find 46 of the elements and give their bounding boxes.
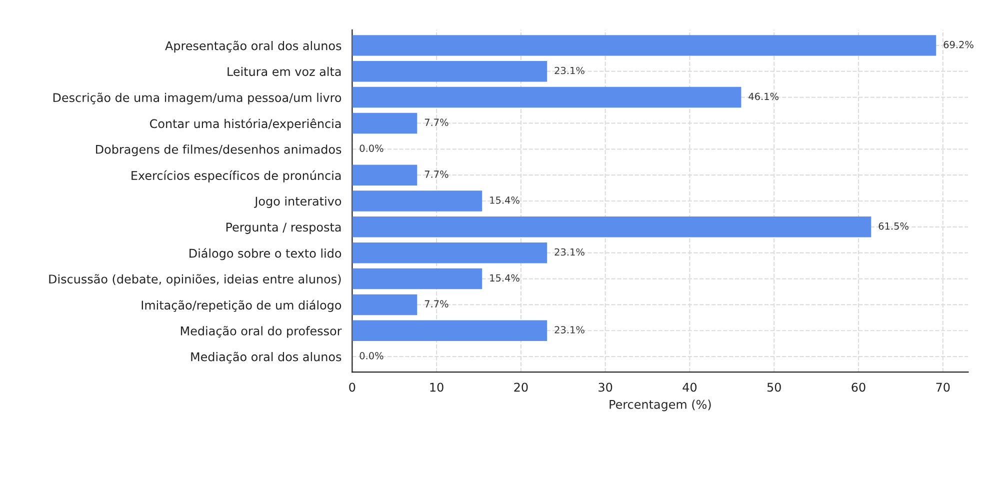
data-label: 7.7% <box>424 300 448 308</box>
bar <box>352 190 482 212</box>
data-label: 23.1% <box>554 248 584 256</box>
y-tick-label: Imitação/repetição de um diálogo <box>142 300 342 312</box>
x-tick-label: 10 <box>430 382 444 392</box>
y-tick-label: Mediação oral do professor <box>180 326 342 338</box>
y-tick-label: Discussão (debate, opiniões, ideias entre alunos) <box>49 274 341 286</box>
y-tick-label: Contar uma história/experiência <box>150 118 341 130</box>
bar <box>352 320 548 341</box>
data-label: 15.4% <box>490 196 520 204</box>
x-tick-label: 30 <box>598 382 612 392</box>
data-label: 7.7% <box>424 170 448 178</box>
x-tick-label: 40 <box>682 382 697 392</box>
bar <box>352 216 872 238</box>
y-tick-label: Diálogo sobre o texto lido <box>190 248 342 260</box>
x-tick-label: 20 <box>514 382 528 392</box>
y-tick-label: Pergunta / resposta <box>226 222 341 234</box>
data-label: 0.0% <box>360 144 384 152</box>
data-label: 61.5% <box>878 222 908 230</box>
y-tick-label: Apresentação oral dos alunos <box>165 40 342 53</box>
x-tick-label: 70 <box>936 382 950 392</box>
data-label: 7.7% <box>424 118 448 126</box>
bar <box>352 242 548 264</box>
y-tick-label: Jogo interativo <box>254 196 342 208</box>
data-label: 15.4% <box>490 274 520 282</box>
y-tick-label: Dobragens de filmes/desenhos animados <box>96 144 342 156</box>
data-label: 23.1% <box>554 66 584 74</box>
data-label: 0.0% <box>360 352 384 360</box>
bar <box>352 294 418 316</box>
data-label: 46.1% <box>748 92 778 100</box>
x-axis-title: Percentagem (%) <box>610 400 711 412</box>
x-tick-label: 60 <box>852 382 866 392</box>
y-tick-label: Descrição de uma imagem/uma pessoa/um livro <box>53 92 342 104</box>
bar <box>352 86 742 108</box>
bar <box>352 164 418 186</box>
data-label: 23.1% <box>554 326 584 334</box>
y-tick-label: Mediação oral dos alunos <box>191 352 342 364</box>
bar <box>352 60 548 82</box>
data-label: 69.2% <box>944 40 974 48</box>
bar <box>352 35 936 56</box>
y-tick-label: Exercícios específicos de pronúncia <box>132 170 341 182</box>
bar <box>352 268 482 290</box>
x-tick-label: 50 <box>767 382 781 392</box>
x-tick-label: 0 <box>349 382 356 392</box>
y-tick-label: Leitura em voz alta <box>228 66 341 76</box>
bar <box>352 112 418 134</box>
